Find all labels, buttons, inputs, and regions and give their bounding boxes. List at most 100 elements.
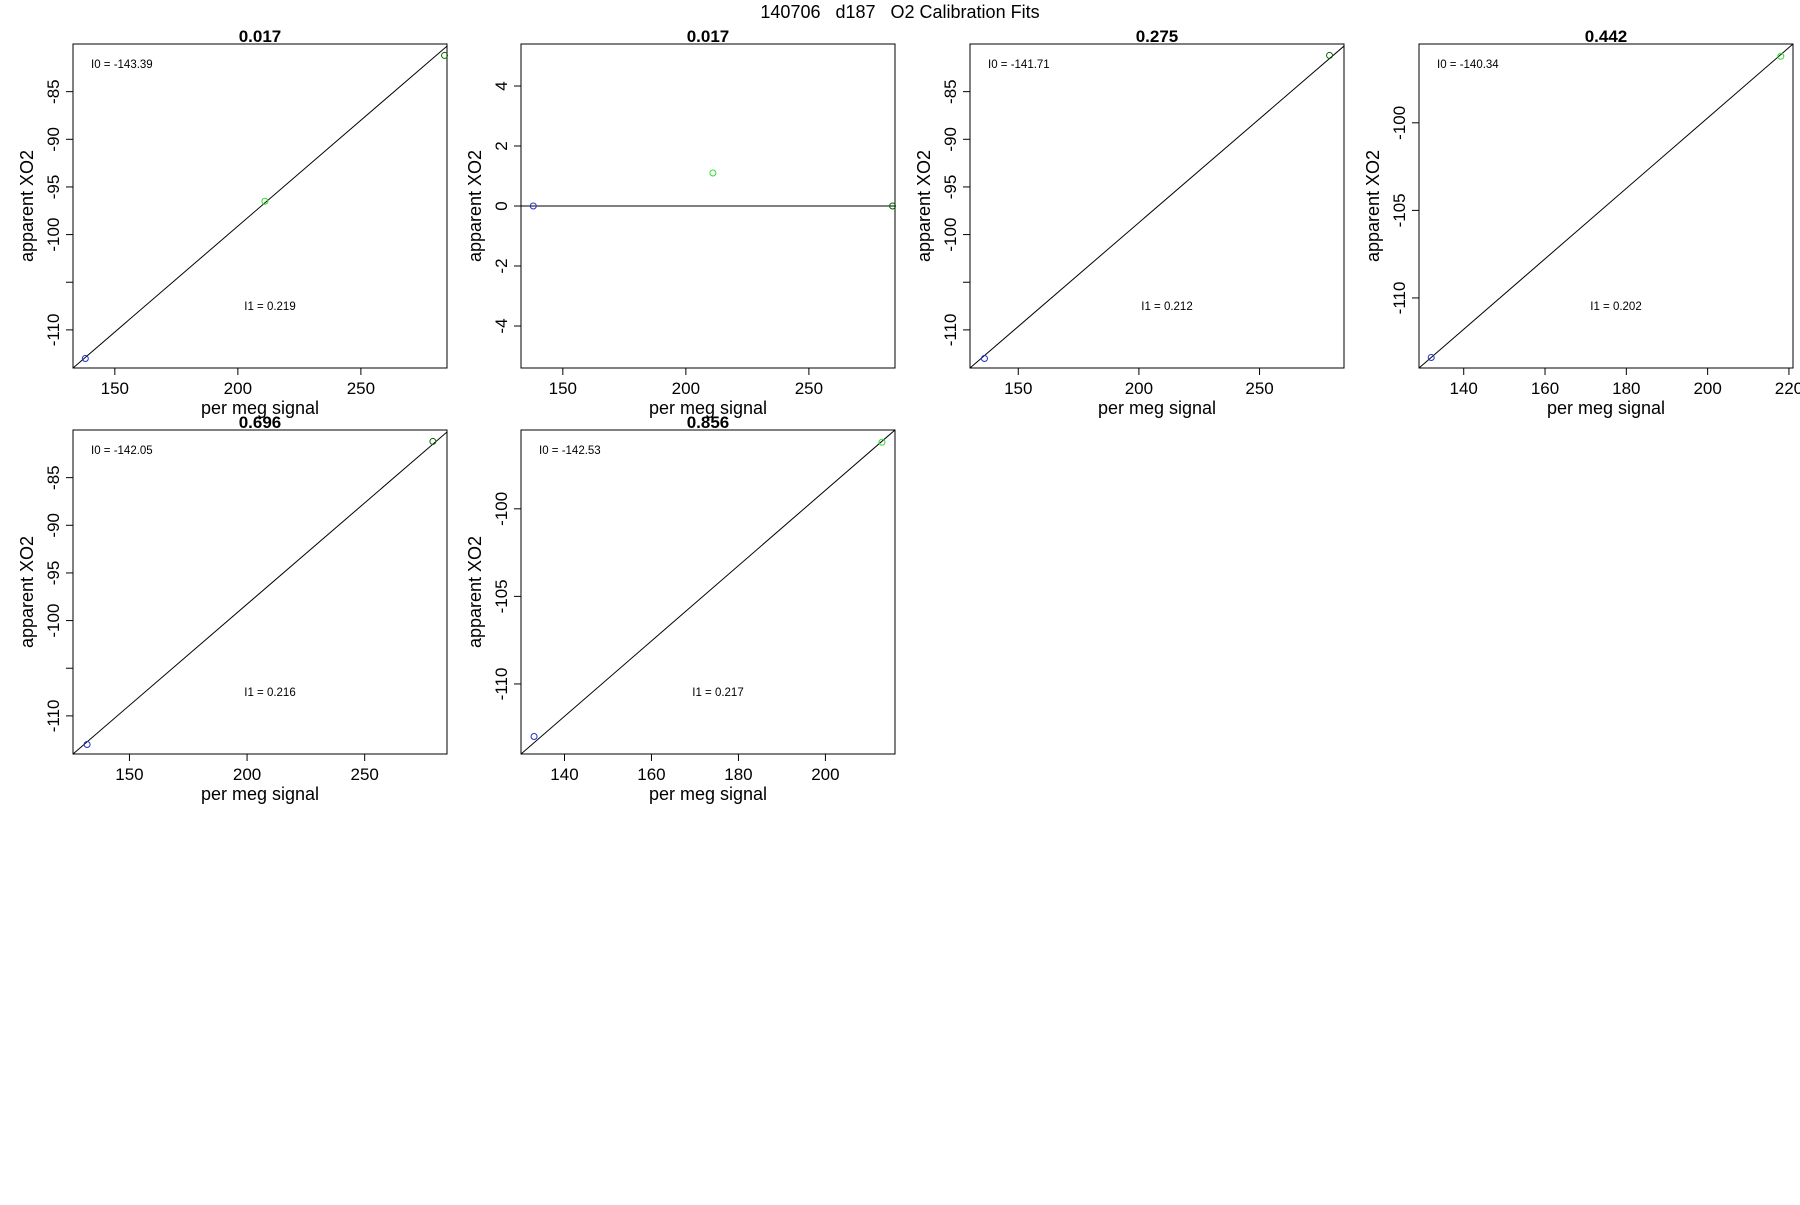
fit-line bbox=[73, 431, 447, 754]
y-tick-label: -85 bbox=[941, 79, 960, 104]
x-tick-label: 220 bbox=[1775, 379, 1800, 398]
data-point bbox=[261, 197, 269, 205]
y-tick-label: 2 bbox=[492, 141, 511, 150]
y-axis-label: apparent XO2 bbox=[17, 536, 37, 648]
panel-6: 140 160 180 200 -100 -105 -110 0.856 per meg sig… bbox=[465, 413, 896, 804]
intercept-annotation: I0 = -141.71 bbox=[988, 59, 1050, 71]
x-tick-label: 150 bbox=[549, 379, 577, 398]
x-axis-label: per meg signal bbox=[1547, 398, 1665, 418]
y-tick-label: -85 bbox=[44, 465, 63, 490]
x-tick-label: 250 bbox=[795, 379, 823, 398]
x-tick-label: 150 bbox=[101, 379, 129, 398]
x-tick-label: 250 bbox=[347, 379, 375, 398]
y-tick-label: -95 bbox=[44, 561, 63, 586]
intercept-annotation: I0 = -143.39 bbox=[91, 59, 153, 71]
intercept-annotation: I0 = -140.34 bbox=[1437, 59, 1499, 71]
x-axis-label: per meg signal bbox=[201, 784, 319, 804]
x-axis-label: per meg signal bbox=[649, 784, 767, 804]
x-tick-label: 200 bbox=[224, 379, 252, 398]
slope-annotation: I1 = 0.216 bbox=[244, 687, 295, 699]
x-axis-label: per meg signal bbox=[1098, 398, 1216, 418]
fit-line bbox=[73, 45, 447, 368]
panel-title: 0.442 bbox=[1585, 27, 1628, 46]
panel-1: 150 200 250 -85 -90 -95 -100 -110 0.017 per meg s… bbox=[17, 27, 449, 418]
panel-title: 0.696 bbox=[239, 413, 282, 432]
intercept-annotation: I0 = -142.53 bbox=[539, 445, 601, 457]
panel-5: 150 200 250 -85 -90 -95 -100 -110 0.696 per meg s… bbox=[17, 413, 448, 804]
x-tick-label: 140 bbox=[550, 765, 578, 784]
slope-annotation: I1 = 0.217 bbox=[692, 687, 743, 699]
x-tick-label: 180 bbox=[1612, 379, 1640, 398]
data-point bbox=[878, 438, 886, 446]
x-axis-label: per meg signal bbox=[201, 398, 319, 418]
y-axis-label: apparent XO2 bbox=[465, 150, 485, 262]
x-tick-label: 250 bbox=[1245, 379, 1273, 398]
y-tick-label: -90 bbox=[44, 513, 63, 538]
data-point bbox=[889, 202, 897, 210]
y-tick-label: -100 bbox=[44, 218, 63, 252]
y-tick-label: -110 bbox=[44, 313, 63, 346]
data-point bbox=[429, 437, 437, 445]
y-tick-label: -100 bbox=[941, 218, 960, 252]
y-tick-label: -100 bbox=[492, 492, 511, 526]
x-tick-label: 160 bbox=[1531, 379, 1559, 398]
figure-title: 140706 d187 O2 Calibration Fits bbox=[760, 2, 1039, 22]
data-point bbox=[81, 354, 89, 362]
x-tick-label: 200 bbox=[672, 379, 700, 398]
x-tick-label: 200 bbox=[1693, 379, 1721, 398]
x-tick-label: 180 bbox=[724, 765, 752, 784]
x-tick-label: 150 bbox=[115, 765, 143, 784]
x-tick-label: 160 bbox=[637, 765, 665, 784]
y-tick-label: -90 bbox=[44, 127, 63, 152]
panel-title: 0.017 bbox=[239, 27, 282, 46]
y-tick-label: -95 bbox=[941, 175, 960, 200]
y-tick-label: -2 bbox=[492, 258, 511, 273]
plot-frame bbox=[520, 429, 896, 755]
y-tick-label: -100 bbox=[44, 604, 63, 638]
data-point bbox=[709, 169, 717, 177]
slope-annotation: I1 = 0.202 bbox=[1590, 301, 1641, 313]
y-tick-label: -105 bbox=[492, 579, 511, 613]
y-tick-label: 4 bbox=[492, 81, 511, 90]
slope-annotation: I1 = 0.212 bbox=[1141, 301, 1192, 313]
y-tick-label: 0 bbox=[492, 201, 511, 210]
panel-3: 150 200 250 -85 -90 -95 -100 -110 0.275 per meg s… bbox=[914, 27, 1345, 418]
y-tick-label: -105 bbox=[1390, 193, 1409, 227]
x-tick-label: 200 bbox=[233, 765, 261, 784]
y-axis-label: apparent XO2 bbox=[17, 150, 37, 262]
x-tick-label: 140 bbox=[1450, 379, 1478, 398]
x-tick-label: 200 bbox=[811, 765, 839, 784]
plot-frame bbox=[969, 43, 1345, 369]
plot-frame bbox=[72, 43, 448, 369]
y-tick-label: -110 bbox=[1390, 282, 1409, 315]
data-point bbox=[1777, 52, 1785, 60]
data-point bbox=[1326, 51, 1334, 59]
fit-line bbox=[970, 45, 1344, 368]
data-point bbox=[83, 740, 91, 748]
y-axis-label: apparent XO2 bbox=[914, 150, 934, 262]
y-tick-label: -110 bbox=[44, 699, 63, 732]
panel-title: 0.275 bbox=[1136, 27, 1179, 46]
y-tick-label: -4 bbox=[492, 318, 511, 333]
fit-line bbox=[521, 430, 895, 754]
slope-annotation: I1 = 0.219 bbox=[244, 301, 295, 313]
data-point bbox=[441, 51, 449, 59]
fit-line bbox=[1419, 44, 1793, 368]
intercept-annotation: I0 = -142.05 bbox=[91, 445, 153, 457]
y-tick-label: -85 bbox=[44, 79, 63, 104]
y-tick-label: -110 bbox=[492, 668, 511, 701]
y-axis-label: apparent XO2 bbox=[1363, 150, 1383, 262]
y-axis-label: apparent XO2 bbox=[465, 536, 485, 648]
data-point bbox=[1427, 353, 1435, 361]
data-point bbox=[530, 732, 538, 740]
y-tick-label: -110 bbox=[941, 313, 960, 346]
plot-frame bbox=[72, 429, 448, 755]
data-point bbox=[529, 202, 537, 210]
panel-title: 0.856 bbox=[687, 413, 730, 432]
panel-title: 0.017 bbox=[687, 27, 730, 46]
y-tick-label: -100 bbox=[1390, 106, 1409, 140]
x-tick-label: 150 bbox=[1004, 379, 1032, 398]
x-axis-label: per meg signal bbox=[649, 398, 767, 418]
